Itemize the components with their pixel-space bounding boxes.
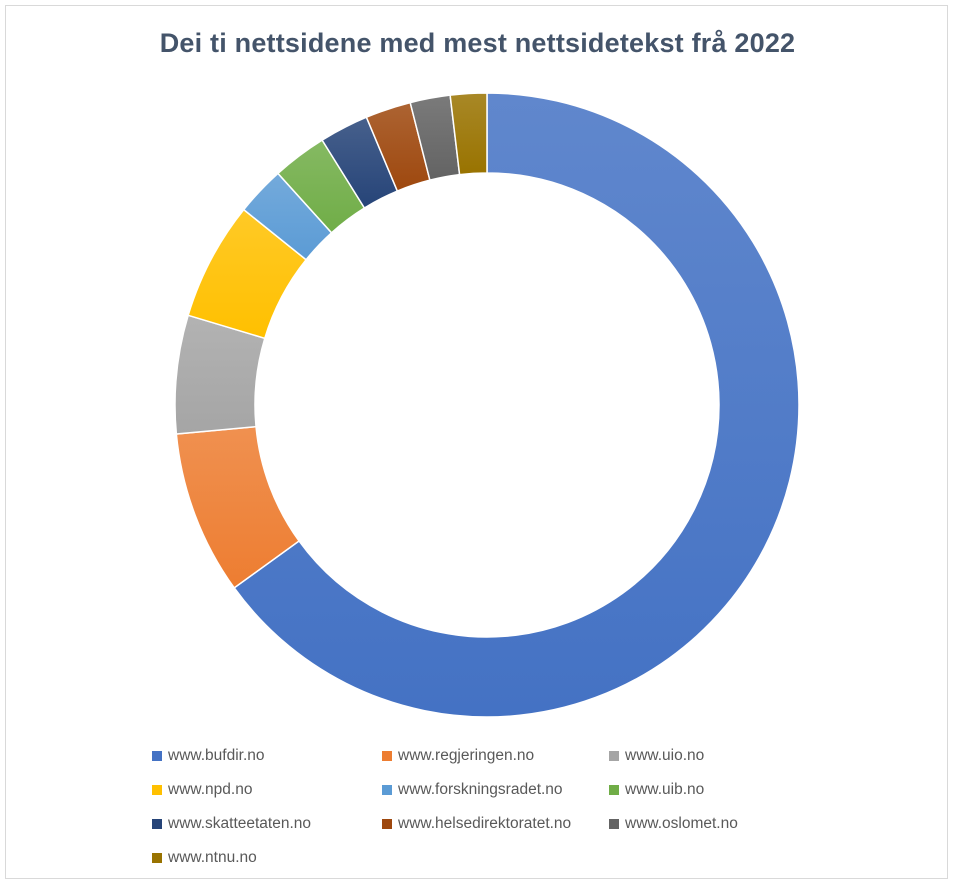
legend-swatch xyxy=(152,785,162,795)
donut-slice-ntnu-no xyxy=(449,92,488,176)
legend-item-helsedirektoratet-no: www.helsedirektoratet.no xyxy=(382,814,609,834)
legend-item-oslomet-no: www.oslomet.no xyxy=(609,814,809,834)
legend-item-uib-no: www.uib.no xyxy=(609,780,809,800)
legend-label: www.uio.no xyxy=(625,747,705,764)
legend-item-uio-no: www.uio.no xyxy=(609,746,809,766)
legend-label: www.ntnu.no xyxy=(168,849,257,866)
legend-swatch xyxy=(382,751,392,761)
legend-item-npd-no: www.npd.no xyxy=(152,780,382,800)
legend-swatch xyxy=(152,853,162,863)
chart-title: Dei ti nettsidene med mest nettsidetekst… xyxy=(159,28,796,58)
legend-swatch xyxy=(382,819,392,829)
legend-label: www.helsedirektoratet.no xyxy=(398,815,572,832)
legend-item-skatteetaten-no: www.skatteetaten.no xyxy=(152,814,382,834)
legend-label: www.skatteetaten.no xyxy=(168,815,312,832)
chart-legend: www.bufdir.no www.regjeringen.no www.uio.n… xyxy=(152,746,812,868)
legend-label: www.bufdir.no xyxy=(168,747,265,764)
legend-item-regjeringen-no: www.regjeringen.no xyxy=(382,746,609,766)
legend-label: www.forskningsradet.no xyxy=(398,781,563,798)
legend-swatch xyxy=(152,819,162,829)
legend-swatch xyxy=(609,751,619,761)
legend-swatch xyxy=(609,819,619,829)
legend-label: www.uib.no xyxy=(625,781,705,798)
donut-slice-bufdir-no xyxy=(233,92,800,718)
legend-item-forskningsradet-no: www.forskningsradet.no xyxy=(382,780,609,800)
legend-swatch xyxy=(382,785,392,795)
legend-swatch xyxy=(609,785,619,795)
legend-item-ntnu-no: www.ntnu.no xyxy=(152,848,382,868)
legend-label: www.regjeringen.no xyxy=(398,747,535,764)
legend-swatch xyxy=(152,751,162,761)
legend-item-bufdir-no: www.bufdir.no xyxy=(152,746,382,766)
legend-label: www.oslomet.no xyxy=(625,815,738,832)
legend-label: www.npd.no xyxy=(168,781,253,798)
